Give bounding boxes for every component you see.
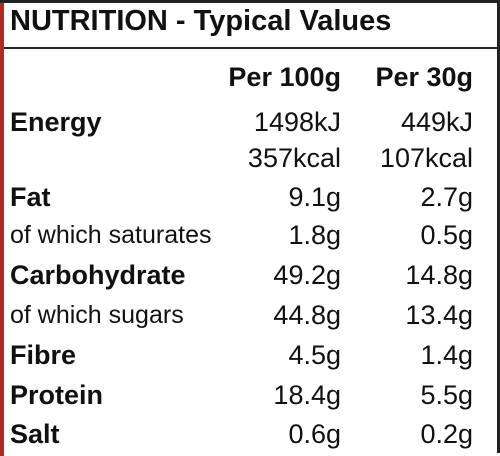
divider (4, 47, 497, 49)
column-header: Per 30g (375, 62, 473, 92)
value: 1.4g (420, 340, 473, 370)
value: 1498kJ (253, 107, 341, 137)
value: 0.2g (420, 419, 473, 449)
value: 13.4g (405, 300, 473, 330)
row-label: Fibre (10, 340, 77, 370)
row-label: Energy (10, 107, 102, 137)
row-label: Protein (10, 380, 104, 410)
red-edge (0, 3, 4, 456)
value: 0.6g (288, 419, 341, 449)
title: NUTRITION - Typical Values (10, 5, 392, 37)
row-label: Carbohydrate (10, 260, 186, 290)
value: 49.2g (273, 260, 341, 290)
value: 357kcal (247, 143, 341, 173)
value: 14.8g (405, 260, 473, 290)
value: 5.5g (420, 380, 473, 410)
value: 0.5g (420, 220, 473, 250)
value: 449kJ (400, 107, 473, 137)
row-label: Salt (10, 419, 60, 449)
value: 18.4g (273, 380, 341, 410)
value: 44.8g (273, 300, 341, 330)
value: 1.8g (288, 220, 341, 250)
value: 2.7g (420, 182, 473, 212)
value: 9.1g (288, 182, 341, 212)
row-label: of which sugars (10, 301, 184, 329)
value: 4.5g (288, 340, 341, 370)
value: 107kcal (379, 143, 473, 173)
column-header: Per 100g (228, 62, 341, 92)
row-label: Fat (10, 182, 51, 212)
row-label: of which saturates (10, 221, 212, 249)
